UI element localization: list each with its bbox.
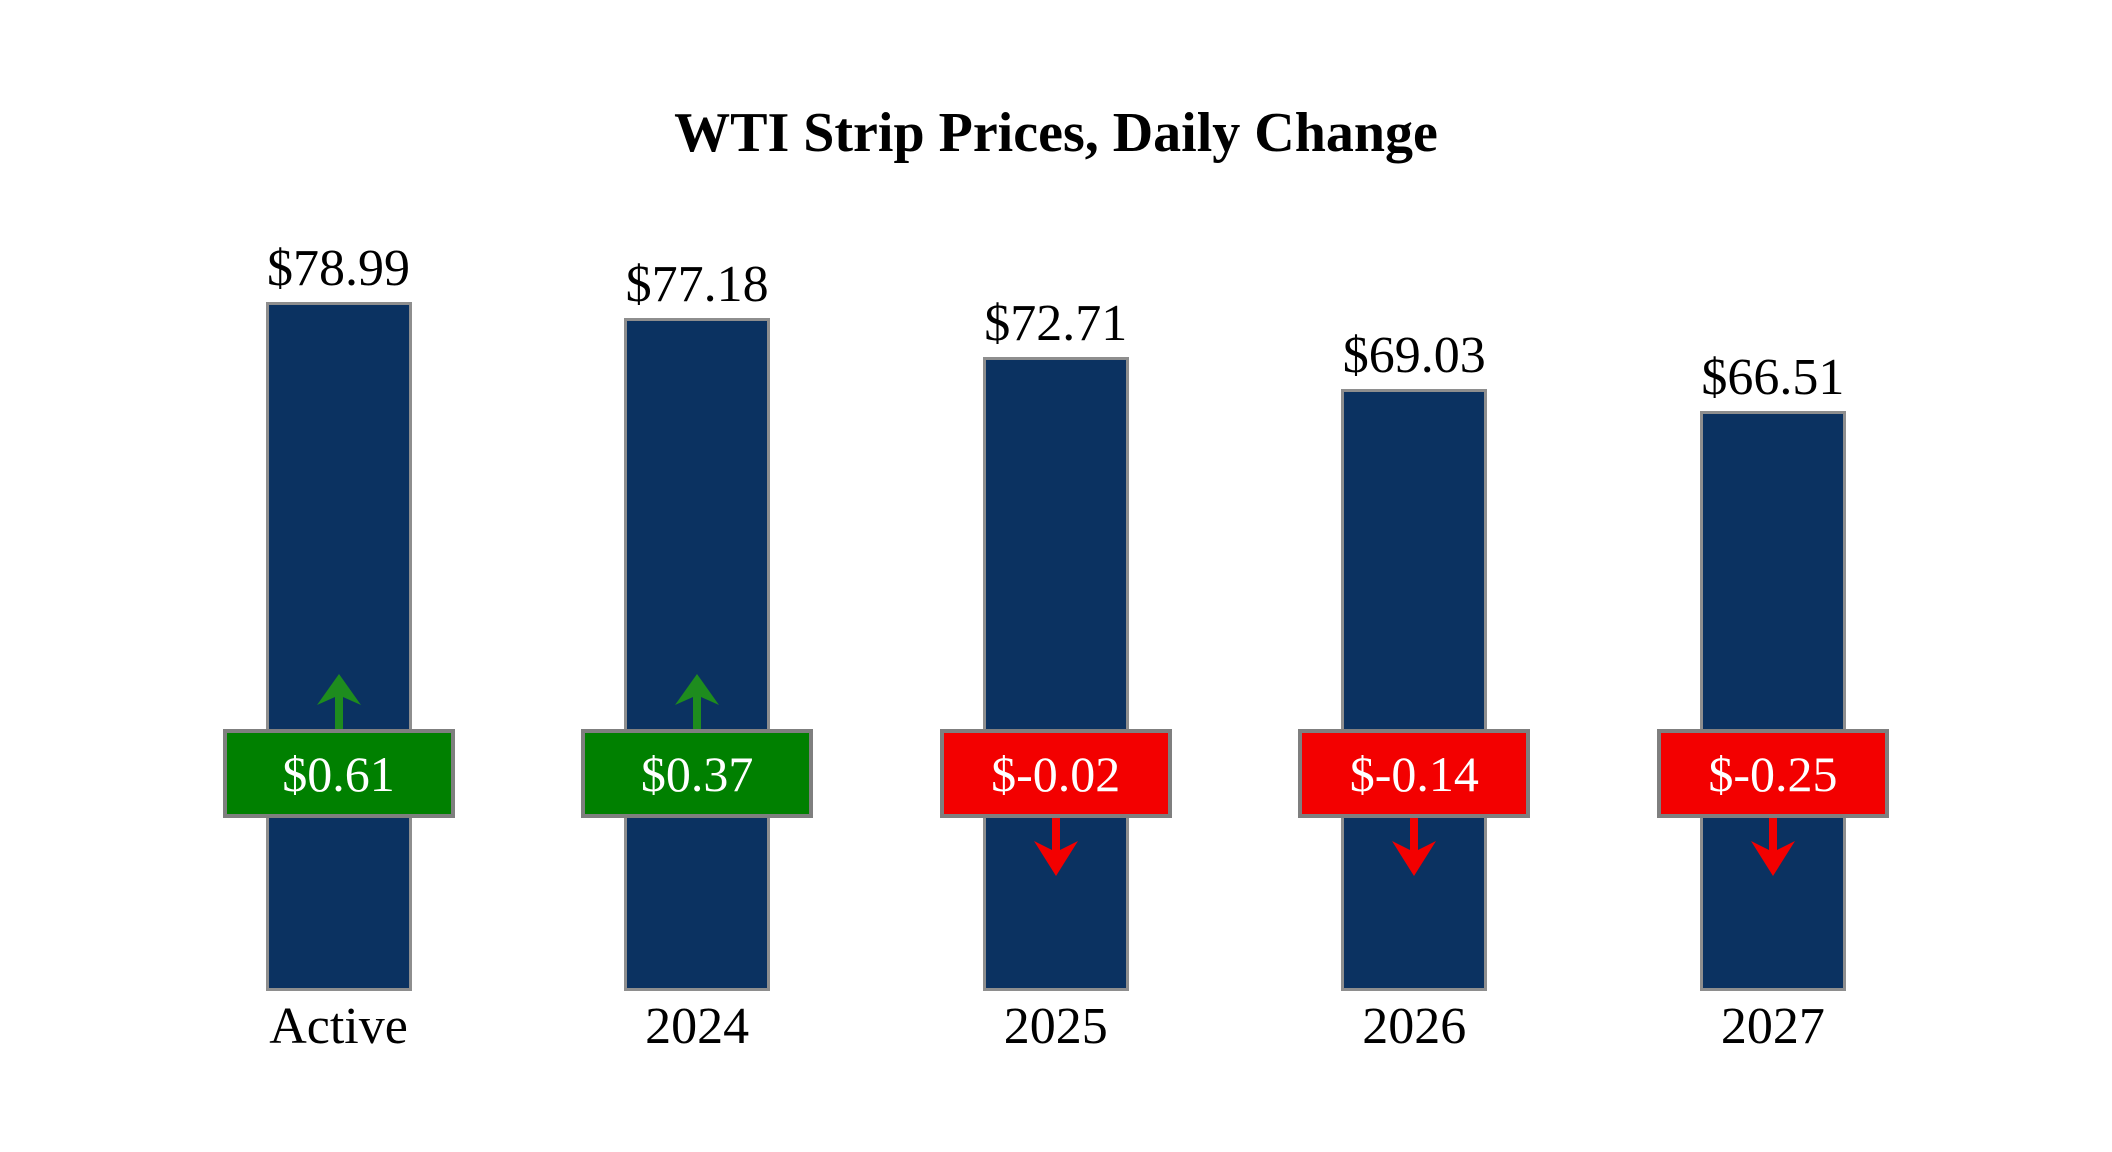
change-badge: $-0.02 <box>939 729 1172 818</box>
bar-column: $72.71 $-0.02 2025 <box>876 0 1236 1152</box>
down-arrow-icon <box>1750 812 1795 876</box>
price-label: $78.99 <box>267 240 410 297</box>
up-arrow-icon <box>675 674 720 732</box>
bar <box>1341 389 1488 991</box>
bar <box>624 318 771 991</box>
category-label: 2027 <box>1720 998 1825 1055</box>
down-arrow-icon <box>1033 812 1078 876</box>
change-label: $-0.14 <box>1349 745 1479 802</box>
up-arrow-icon <box>316 674 361 732</box>
bar <box>265 302 412 991</box>
bar-column: $69.03 $-0.14 2026 <box>1234 0 1594 1152</box>
chart-title: WTI Strip Prices, Daily Change <box>674 102 1438 164</box>
price-label: $69.03 <box>1342 327 1486 384</box>
bar <box>1699 411 1846 991</box>
change-badge: $-0.14 <box>1298 729 1531 818</box>
category-label: 2024 <box>645 998 750 1055</box>
category-label: 2026 <box>1362 998 1467 1055</box>
change-badge: $0.61 <box>222 729 455 818</box>
bar <box>982 357 1129 991</box>
change-badge: $0.37 <box>581 729 814 818</box>
change-label: $-0.02 <box>991 745 1121 802</box>
change-label: $-0.25 <box>1708 745 1838 802</box>
bar-column: $77.18 $0.37 2024 <box>517 0 877 1152</box>
bar-column: $78.99 $0.61 Active <box>159 0 519 1152</box>
change-badge: $-0.25 <box>1656 729 1889 818</box>
category-label: Active <box>269 998 408 1055</box>
price-label: $77.18 <box>625 256 769 313</box>
price-label: $72.71 <box>984 295 1128 352</box>
category-label: 2025 <box>1003 998 1108 1055</box>
bar-column: $66.51 $-0.25 2027 <box>1593 0 1953 1152</box>
change-label: $0.61 <box>282 745 395 802</box>
down-arrow-icon <box>1392 812 1437 876</box>
price-label: $66.51 <box>1701 349 1845 406</box>
change-label: $0.37 <box>640 745 754 802</box>
